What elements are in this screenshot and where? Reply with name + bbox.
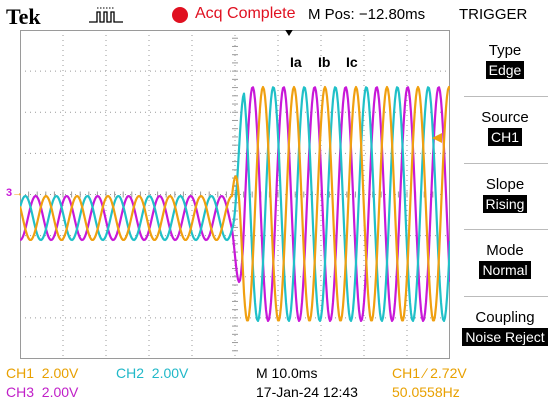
menu-item-label: Source [481,109,529,126]
acquisition-status: Acq Complete [195,5,296,22]
waveform-traces [20,85,450,322]
menu-item-value: Noise Reject [462,328,548,346]
ch1-scale: CH1 2.00V [6,365,79,381]
left-arrow-marker [432,133,442,143]
red-dot-icon [172,7,188,23]
graticule [20,30,450,359]
menu-title: TRIGGER [459,6,528,23]
trigger-menu: Type Edge Source CH1 Slope Rising Mode N… [462,32,548,362]
menu-item-value: Rising [482,195,528,213]
top-bar: Tek Acq Complete M Pos: −12.80ms TRIGGER [0,0,550,30]
ch2-scale: CH2 2.00V [116,365,189,381]
trigger-level-readout: CH1 ∕ 2.72V [392,365,467,381]
brand-logo: Tek [6,4,41,29]
pulse-icon [89,7,123,23]
date-time: 17-Jan-24 12:43 [256,384,358,400]
horizontal-position: M Pos: −12.80ms [308,6,426,23]
menu-item-value: Normal [479,261,531,279]
menu-item-coupling[interactable]: Coupling Noise Reject [462,309,548,347]
menu-item-label: Slope [485,176,525,193]
menu-item-mode[interactable]: Mode Normal [462,242,548,280]
menu-item-label: Coupling [475,309,535,326]
menu-item-label: Mode [486,242,524,259]
divider [464,296,548,297]
down-arrow-marker [285,30,293,36]
trace-label-ib: Ib [318,54,330,70]
ch3-ground-arrow: → [12,187,24,199]
waveform-display[interactable]: Ia Ib Ic [20,30,450,359]
divider [464,163,548,164]
menu-item-value: CH1 [487,128,522,146]
menu-item-label: Type [488,42,522,59]
ground-marker: 3→ [6,187,23,199]
menu-item-type[interactable]: Type Edge [462,42,548,80]
trace-ia [20,85,450,322]
trace-label-ia: Ia [290,54,302,70]
ch3-ground-label: 3 [6,187,13,199]
ch3-scale: CH3 2.00V [6,384,79,400]
timebase: M 10.0ms [256,365,318,381]
menu-item-slope[interactable]: Slope Rising [462,176,548,214]
menu-item-source[interactable]: Source CH1 [462,109,548,147]
menu-item-value: Edge [485,61,525,79]
divider [464,96,548,97]
divider [464,229,548,230]
trace-ic [20,86,450,322]
trigger-frequency: 50.0558Hz [392,384,460,400]
trace-ib [20,86,450,322]
trace-label-ic: Ic [346,54,358,70]
